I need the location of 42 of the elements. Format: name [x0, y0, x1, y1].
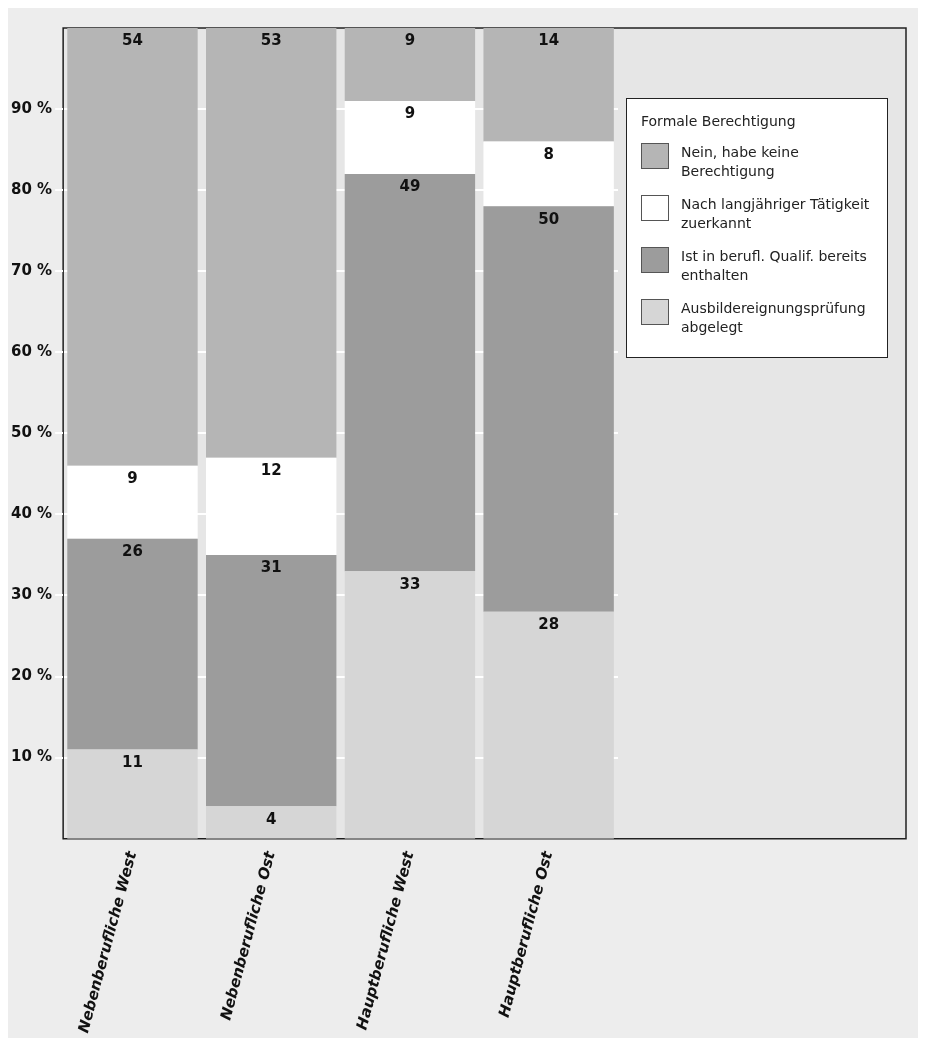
y-tick-label: 20 % [10, 666, 53, 685]
bar [67, 28, 198, 466]
text: Ist in berufl. Qualif. bereits enthalten [681, 247, 868, 285]
data-label: 9 [404, 31, 416, 50]
bar [344, 173, 476, 572]
bar [344, 571, 476, 839]
legend-label: Nein, habe keine Berechtigung [681, 143, 800, 181]
data-label: 31 [260, 558, 282, 577]
data-label: 9 [404, 104, 416, 123]
y-tick-label: 60 % [10, 342, 53, 361]
data-label: 8 [543, 144, 554, 163]
data-label: 50 [538, 209, 560, 228]
data-label: 49 [399, 177, 421, 196]
legend-label: Nach langjähriger Tätigkeit zuerkannt [681, 195, 871, 233]
y-tick-label: 40 % [10, 504, 53, 523]
bar [344, 28, 476, 101]
legend-label: Ausbildereignungsprüfung abgelegt [681, 299, 867, 337]
legend-title: Formale Berechtigung [641, 113, 797, 129]
bar [67, 538, 198, 750]
data-label: 14 [538, 31, 560, 50]
data-label: 11 [122, 752, 143, 771]
data-label: 33 [399, 574, 421, 593]
bar [483, 206, 614, 612]
y-tick-label: 70 % [10, 261, 53, 280]
y-tick-label: 50 % [10, 423, 53, 442]
data-label: 53 [260, 31, 282, 50]
data-label: 4 [265, 809, 277, 828]
data-label: 9 [127, 469, 138, 488]
y-tick-label: 30 % [10, 585, 53, 604]
bar [206, 28, 337, 458]
bar [483, 611, 614, 839]
y-tick-label: 90 % [10, 98, 53, 117]
data-label: 28 [538, 615, 560, 634]
data-label: 26 [122, 542, 143, 561]
y-tick-label: 80 % [10, 180, 53, 199]
data-label: 12 [260, 461, 282, 480]
bar [483, 28, 614, 142]
bar [206, 806, 337, 839]
bar [67, 749, 198, 839]
data-label: 54 [122, 31, 143, 50]
y-tick-label: 10 % [10, 747, 53, 766]
bar [206, 554, 337, 807]
